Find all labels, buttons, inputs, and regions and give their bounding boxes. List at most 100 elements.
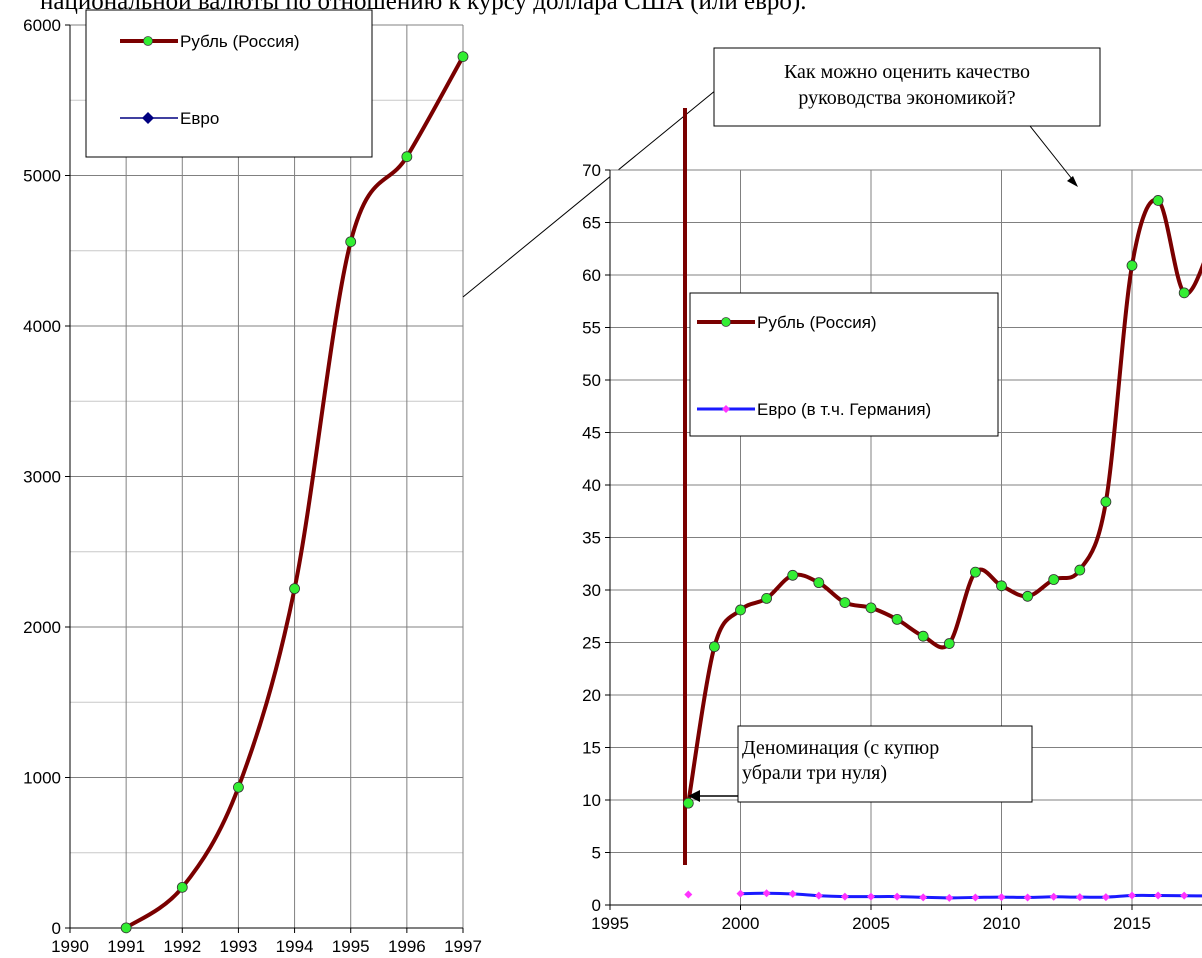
right-ruble-point xyxy=(1022,590,1033,602)
question-callout-line-2: руководства экономикой? xyxy=(798,87,1015,109)
right-euro-point xyxy=(788,889,797,898)
left-ruble-point xyxy=(401,151,413,163)
left-y-ticks: 0 1000 2000 3000 4000 5000 6000 xyxy=(23,16,70,938)
right-y-tick-label: 10 xyxy=(582,791,601,810)
right-ruble-point xyxy=(709,641,720,653)
right-ruble-point xyxy=(1152,195,1164,206)
right-y-tick-label: 45 xyxy=(582,424,601,443)
left-gridlines xyxy=(70,24,464,928)
right-ruble-point xyxy=(996,580,1007,592)
right-euro-point xyxy=(919,893,928,902)
right-chart: 0 5 10 15 20 25 30 35 40 45 50 55 60 65 70 1995 2000 200… xyxy=(582,47,1202,933)
right-y-tick-label: 40 xyxy=(582,476,601,495)
right-legend-label-ruble: Рубль (Россия) xyxy=(757,313,877,332)
right-y-tick-label: 60 xyxy=(582,266,601,285)
right-euro-point xyxy=(1049,892,1058,901)
right-euro-point xyxy=(762,889,771,898)
left-y-tick-label: 0 xyxy=(52,919,61,938)
right-y-tick-label: 15 xyxy=(582,739,601,758)
right-euro-point xyxy=(840,892,849,901)
right-euro-point xyxy=(997,893,1006,902)
left-legend-marker-ruble xyxy=(143,36,153,46)
right-y-tick-label: 55 xyxy=(582,319,601,338)
left-ruble-point xyxy=(457,51,469,63)
left-ruble-point xyxy=(176,881,188,893)
question-callout-line-1: Как можно оценить качество xyxy=(784,61,1030,83)
right-legend-marker-euro xyxy=(722,405,730,413)
right-euro-point xyxy=(1128,891,1136,900)
left-y-tick-label: 6000 xyxy=(23,16,61,35)
right-ruble-point xyxy=(761,593,772,604)
left-ruble-line xyxy=(124,55,465,930)
denomination-callout-line-2: убрали три нуля) xyxy=(742,762,887,784)
left-legend: Рубль (Россия) Евро xyxy=(85,9,373,158)
right-ruble-point xyxy=(943,638,955,649)
right-ruble-point xyxy=(1100,496,1112,508)
question-callout-arrow xyxy=(1029,125,1077,185)
right-legend-label-euro: Евро (в т.ч. Германия) xyxy=(757,400,931,419)
left-x-ticks: 1990 1991 1992 1993 1994 1995 1996 1997 xyxy=(51,928,482,956)
right-legend-marker-ruble xyxy=(721,317,731,327)
right-y-tick-label: 70 xyxy=(582,161,601,180)
left-x-tick-label: 1994 xyxy=(276,937,314,956)
left-x-tick-label: 1992 xyxy=(163,937,201,956)
denomination-callout-box xyxy=(737,725,1033,803)
right-ruble-point xyxy=(891,614,903,625)
question-callout-arrowhead xyxy=(1067,176,1078,187)
right-x-tick-label: 2015 xyxy=(1113,914,1151,933)
denomination-callout: Деноминация (с купюр убрали три нуля) xyxy=(688,725,1033,803)
right-ruble-point xyxy=(787,569,799,581)
right-x-tick-label: 2005 xyxy=(852,914,890,933)
right-euro-point xyxy=(867,892,875,901)
right-ruble-point xyxy=(970,566,981,578)
right-euro-point xyxy=(1023,893,1032,902)
right-ruble-point xyxy=(917,630,929,642)
right-series xyxy=(682,195,1202,902)
left-y-tick-label: 1000 xyxy=(23,769,61,788)
right-ruble-point xyxy=(1178,287,1190,299)
right-euro-point xyxy=(971,893,980,902)
left-x-tick-label: 1995 xyxy=(332,937,370,956)
right-euro-point xyxy=(814,891,823,900)
right-y-tick-label: 20 xyxy=(582,686,601,705)
left-y-tick-label: 3000 xyxy=(23,468,61,487)
question-callout: Как можно оценить качество руководства э… xyxy=(713,47,1101,187)
left-y-tick-label: 5000 xyxy=(23,167,61,186)
right-y-ticks: 0 5 10 15 20 25 30 35 40 45 50 55 60 65 70 xyxy=(582,161,610,915)
left-x-tick-label: 1990 xyxy=(51,937,89,956)
left-series xyxy=(120,51,469,934)
right-ruble-point xyxy=(1126,260,1138,271)
left-y-tick-label: 2000 xyxy=(23,618,61,637)
right-ruble-point xyxy=(735,604,746,616)
right-euro-point xyxy=(945,893,954,902)
right-euro-point xyxy=(1075,893,1084,902)
denomination-callout-arrowhead xyxy=(688,790,700,802)
right-euro-point xyxy=(1101,893,1110,902)
right-euro-point xyxy=(684,890,693,899)
left-legend-box xyxy=(85,9,373,158)
right-ruble-point xyxy=(1074,564,1086,576)
left-ruble-point xyxy=(233,781,244,793)
left-ruble-point xyxy=(120,922,132,934)
right-ruble-point xyxy=(682,797,694,809)
right-x-ticks: 1995 2000 2005 2010 2015 xyxy=(591,905,1151,933)
left-x-tick-label: 1993 xyxy=(220,937,258,956)
right-y-tick-label: 30 xyxy=(582,581,601,600)
right-y-tick-label: 35 xyxy=(582,529,601,548)
left-ruble-point xyxy=(289,583,300,595)
left-x-tick-label: 1996 xyxy=(388,937,426,956)
right-ruble-point xyxy=(1048,574,1060,585)
right-y-tick-label: 5 xyxy=(592,844,601,863)
right-euro-point xyxy=(736,889,745,898)
left-legend-label-euro: Евро xyxy=(180,109,219,128)
right-y-tick-label: 65 xyxy=(582,214,601,233)
right-y-tick-label: 50 xyxy=(582,371,601,390)
right-ruble-point xyxy=(865,602,877,614)
right-x-tick-label: 1995 xyxy=(591,914,629,933)
zoom-connector-line xyxy=(462,89,717,298)
right-y-tick-label: 25 xyxy=(582,634,601,653)
left-ruble-point xyxy=(345,236,357,248)
right-legend: Рубль (Россия) Евро (в т.ч. Германия) xyxy=(689,292,999,437)
right-ruble-point xyxy=(839,597,851,608)
